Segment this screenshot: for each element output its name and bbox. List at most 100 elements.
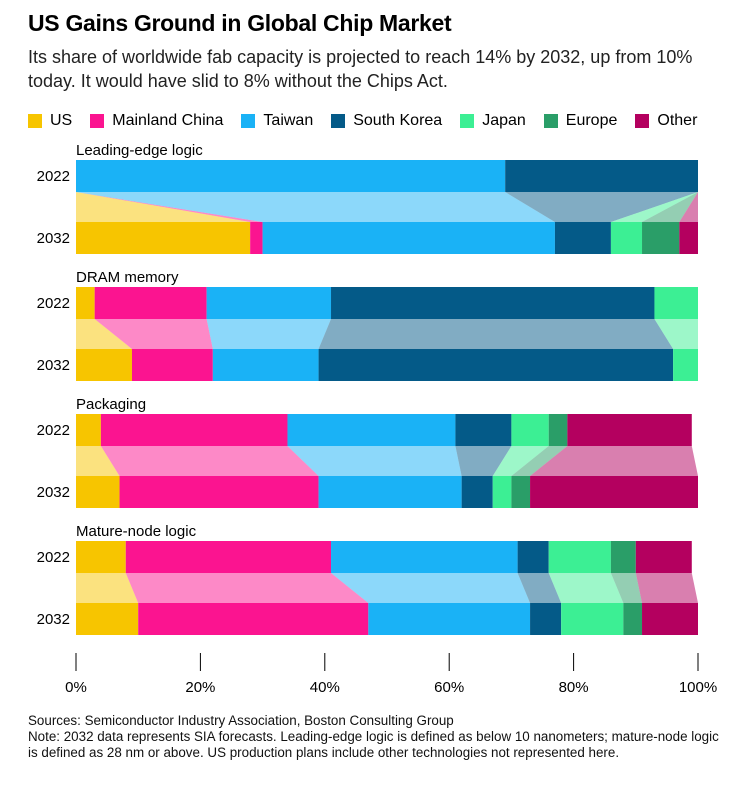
- connector-band: [76, 573, 139, 603]
- chart-subtitle: Its share of worldwide fab capacity is p…: [28, 47, 693, 91]
- bar-segment: [610, 222, 643, 254]
- bar-segment: [76, 414, 101, 446]
- bar-segment: [548, 541, 611, 573]
- legend-item-taiwan: Taiwan: [241, 112, 313, 130]
- legend-swatch: [635, 114, 650, 128]
- bar-segment: [76, 349, 132, 381]
- connector-band: [517, 573, 562, 603]
- bar-segment: [76, 287, 95, 319]
- bar-segment: [679, 222, 698, 254]
- bar-segment: [492, 476, 512, 508]
- connector-band: [679, 192, 698, 222]
- connector-band: [654, 319, 698, 349]
- bar-segment: [561, 603, 624, 635]
- connector-band: [76, 192, 555, 222]
- bar-segment: [530, 476, 698, 508]
- connector-band: [76, 446, 120, 476]
- connector-band: [511, 446, 568, 476]
- bar-segment: [554, 222, 611, 254]
- stacked-bar-chart: Leading-edge logic 2022 2032 DRAM memory 202…: [37, 142, 718, 696]
- footer: Sources: Semiconductor Industry Associat…: [28, 713, 728, 761]
- legend-item-other: Other: [635, 112, 697, 130]
- bar-segment: [331, 287, 655, 319]
- connector-band: [610, 192, 698, 222]
- bar-segment: [548, 414, 568, 446]
- legend-label: Other: [657, 112, 698, 129]
- x-tick-label: 80%: [559, 679, 589, 696]
- bar-segment: [318, 349, 674, 381]
- legend-swatch: [331, 114, 346, 128]
- legend: US Mainland China Taiwan South Korea Jap…: [28, 112, 715, 130]
- bar-segment: [455, 414, 512, 446]
- bar-segment: [331, 541, 518, 573]
- panel-label: Mature-node logic: [76, 523, 197, 540]
- chart-title: US Gains Ground in Global Chip Market: [28, 10, 452, 36]
- year-label: 2032: [37, 357, 70, 374]
- connector-band: [505, 192, 698, 222]
- bar-segment: [635, 541, 692, 573]
- bar-segment: [76, 476, 120, 508]
- bar-segment: [119, 476, 319, 508]
- bar-segment: [138, 603, 369, 635]
- bar-segment: [511, 476, 531, 508]
- x-tick-label: 20%: [185, 679, 215, 696]
- year-label: 2032: [37, 484, 70, 501]
- panel-label: Packaging: [76, 396, 146, 413]
- year-label: 2032: [37, 611, 70, 628]
- connector-band: [206, 319, 332, 349]
- x-tick-label: 40%: [310, 679, 340, 696]
- year-label: 2032: [37, 230, 70, 247]
- bar-segment: [287, 414, 456, 446]
- bar-segment: [76, 222, 251, 254]
- bar-segment: [250, 222, 263, 254]
- legend-label: Mainland China: [112, 112, 224, 129]
- legend-swatch: [241, 114, 256, 128]
- legend-label: South Korea: [353, 112, 443, 129]
- connector-band: [331, 573, 531, 603]
- bar-segment: [76, 603, 139, 635]
- bar-segment: [131, 349, 213, 381]
- legend-item-europe: Europe: [543, 112, 618, 130]
- connector-band: [610, 573, 643, 603]
- bar-segment: [511, 414, 549, 446]
- connector-band: [548, 573, 624, 603]
- year-label: 2022: [37, 422, 70, 439]
- bar-segment: [517, 541, 549, 573]
- bar-segment: [94, 287, 207, 319]
- sources-text: Sources: Semiconductor Industry Associat…: [28, 713, 454, 728]
- bar-segment: [673, 349, 698, 381]
- bar-segment: [530, 603, 562, 635]
- bar-segment: [461, 476, 493, 508]
- legend-item-japan: Japan: [460, 112, 526, 130]
- note-text: Note: 2032 data represents SIA forecasts…: [28, 729, 719, 760]
- year-label: 2022: [37, 549, 70, 566]
- connector-band: [125, 573, 369, 603]
- bar-segment: [212, 349, 319, 381]
- year-label: 2022: [37, 168, 70, 185]
- bar-segment: [654, 287, 698, 319]
- legend-label: Europe: [565, 112, 618, 129]
- bar-segment: [642, 603, 698, 635]
- panel-label: DRAM memory: [76, 269, 179, 286]
- bar-segment: [623, 603, 643, 635]
- year-label: 2022: [37, 295, 70, 312]
- bar-segment: [76, 160, 506, 192]
- bar-segment: [368, 603, 531, 635]
- legend-label: US: [50, 112, 73, 129]
- connector-band: [530, 446, 698, 476]
- connector-band: [455, 446, 512, 476]
- connector-band: [76, 319, 132, 349]
- connector-band: [287, 446, 462, 476]
- legend-swatch: [460, 114, 475, 128]
- legend-label: Japan: [482, 112, 526, 129]
- legend-swatch: [543, 114, 558, 128]
- bar-segment: [125, 541, 332, 573]
- bar-segment: [567, 414, 692, 446]
- bar-segment: [76, 541, 126, 573]
- legend-swatch: [90, 114, 105, 128]
- bar-segment: [206, 287, 332, 319]
- bar-segment: [610, 541, 636, 573]
- legend-swatch: [28, 114, 42, 128]
- connector-band: [94, 319, 213, 349]
- bar-segment: [505, 160, 698, 192]
